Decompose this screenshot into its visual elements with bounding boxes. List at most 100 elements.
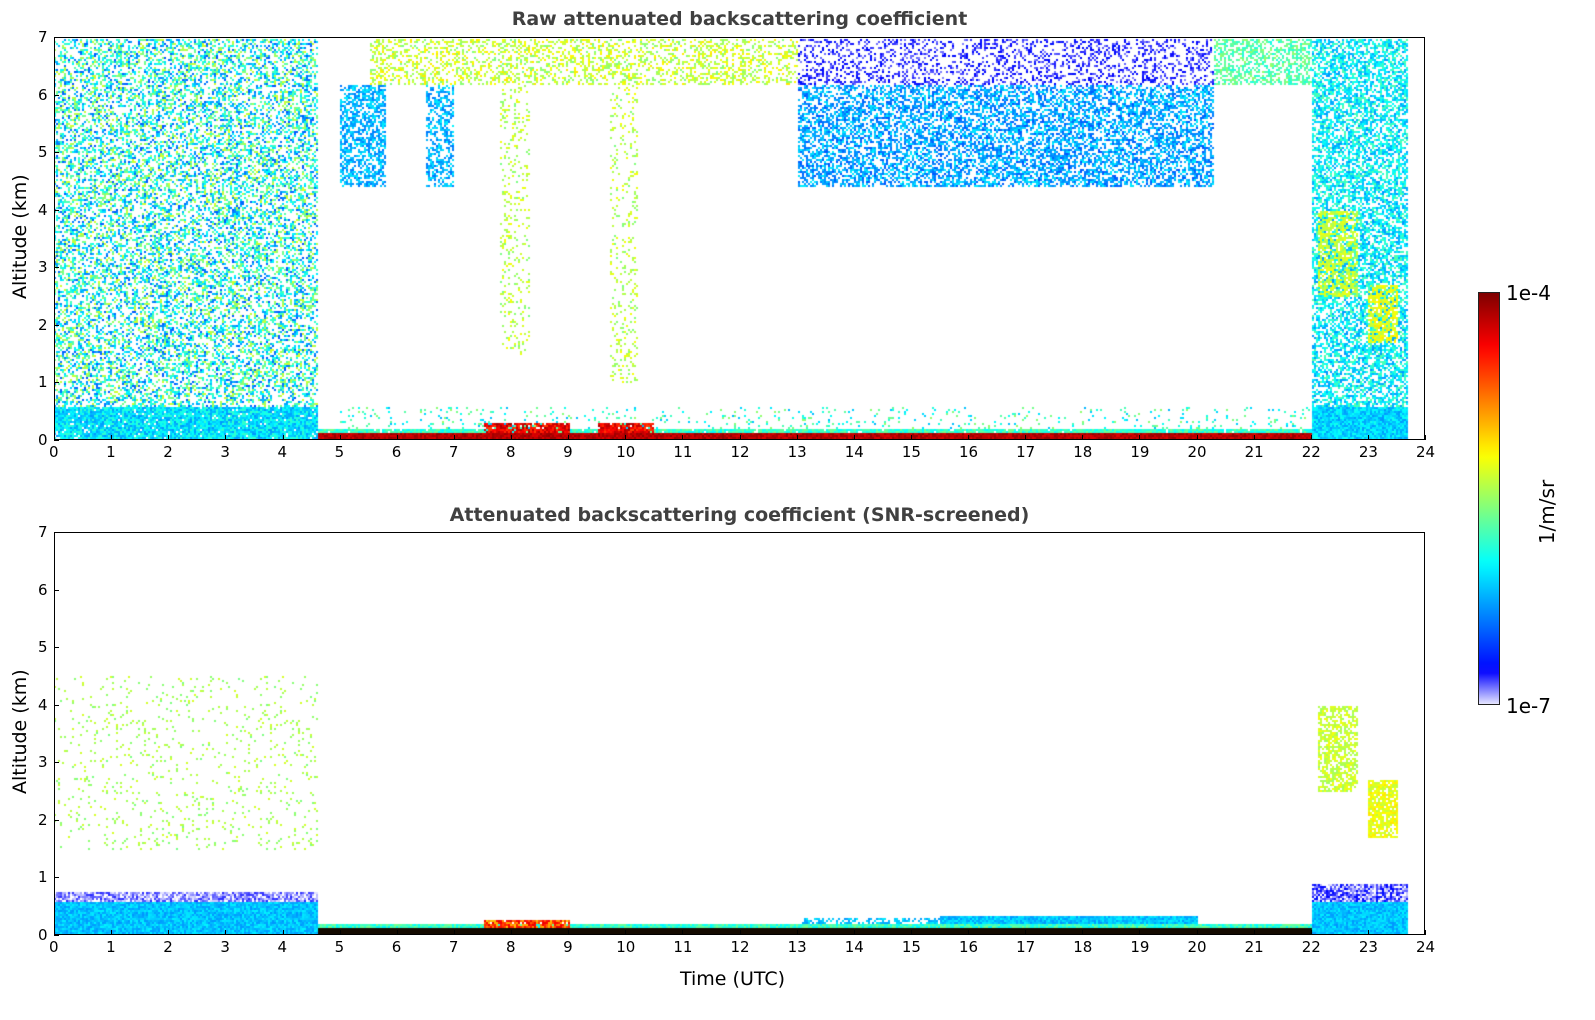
y-tick-mark (54, 37, 59, 38)
x-tick-mark (111, 435, 113, 440)
y-tick-label: 4 (38, 200, 48, 219)
x-tick-mark (625, 435, 627, 440)
y-tick-label: 0 (38, 926, 48, 944)
x-tick-mark (1253, 930, 1255, 935)
x-tick-label: 20 (1187, 443, 1207, 461)
x-tick-mark (910, 930, 912, 935)
bottom-y-axis-label: Altitude (km) (9, 669, 31, 794)
x-tick-mark (225, 930, 227, 935)
y-tick-label: 3 (38, 753, 48, 772)
x-tick-label: 11 (673, 443, 693, 461)
x-tick-mark (168, 930, 170, 935)
x-tick-label: 24 (1416, 443, 1436, 461)
x-tick-label: 2 (163, 443, 173, 461)
x-tick-mark (511, 930, 512, 935)
x-tick-label: 17 (1016, 443, 1036, 461)
x-tick-label: 0 (49, 938, 59, 956)
y-tick-label: 6 (38, 580, 48, 599)
x-tick-label: 18 (1073, 443, 1093, 461)
colorbar-unit-label: 1/m/sr (1535, 479, 1560, 545)
x-tick-mark (339, 930, 341, 935)
x-tick-mark (1425, 435, 1426, 440)
x-tick-label: 14 (844, 443, 864, 461)
x-tick-label: 15 (901, 938, 921, 956)
top-chart-title: Raw attenuated backscattering coefficien… (511, 8, 968, 30)
x-tick-mark (282, 435, 284, 440)
x-tick-mark (910, 435, 912, 440)
bottom-x-axis-label: Time (UTC) (680, 968, 786, 990)
x-tick-label: 22 (1301, 938, 1321, 956)
x-tick-mark (111, 930, 113, 935)
y-tick-label: 3 (38, 258, 48, 277)
x-tick-label: 22 (1301, 443, 1321, 461)
y-tick-label: 7 (38, 523, 48, 541)
x-tick-label: 7 (448, 443, 459, 461)
y-tick-label: 2 (38, 810, 48, 829)
x-tick-label: 9 (563, 443, 573, 461)
x-tick-mark (1139, 930, 1141, 935)
y-tick-label: 2 (38, 315, 48, 334)
x-tick-mark (54, 435, 55, 440)
x-tick-mark (739, 930, 741, 935)
y-tick-mark (54, 324, 59, 326)
x-tick-label: 12 (730, 938, 750, 956)
y-tick-mark (54, 209, 59, 211)
y-tick-label: 4 (38, 695, 48, 714)
y-tick-mark (54, 877, 59, 879)
x-tick-label: 5 (334, 443, 345, 461)
bottom-chart-title: Attenuated backscattering coefficient (S… (449, 504, 1030, 526)
x-tick-label: 16 (959, 938, 979, 956)
x-tick-label: 1 (106, 938, 116, 956)
x-tick-label: 17 (1016, 938, 1036, 956)
x-tick-mark (1367, 435, 1369, 440)
x-tick-mark (453, 930, 455, 935)
x-tick-label: 0 (49, 443, 59, 461)
y-tick-label: 1 (38, 868, 48, 887)
x-tick-label: 21 (1244, 443, 1264, 461)
top-plot-frame (54, 37, 1425, 440)
y-tick-mark (54, 762, 59, 764)
x-tick-label: 6 (391, 443, 402, 461)
x-tick-label: 6 (391, 938, 402, 956)
x-tick-label: 19 (1130, 443, 1150, 461)
x-tick-mark (682, 930, 684, 935)
x-tick-label: 13 (787, 443, 807, 461)
x-tick-label: 1 (106, 443, 116, 461)
x-tick-mark (168, 435, 170, 440)
y-tick-label: 5 (38, 638, 48, 657)
x-tick-label: 23 (1358, 938, 1378, 956)
x-tick-mark (1196, 435, 1198, 440)
x-tick-label: 13 (787, 938, 807, 956)
bottom-plot-frame (54, 532, 1425, 935)
x-tick-label: 20 (1187, 938, 1207, 956)
x-tick-mark (1139, 435, 1141, 440)
x-tick-mark (739, 435, 741, 440)
x-tick-label: 4 (277, 443, 288, 461)
x-tick-label: 23 (1358, 443, 1378, 461)
x-tick-label: 18 (1073, 938, 1093, 956)
y-tick-label: 1 (38, 373, 48, 392)
x-tick-label: 10 (616, 938, 636, 956)
x-tick-mark (853, 435, 855, 440)
x-tick-label: 19 (1130, 938, 1150, 956)
colorbar-min-label: 1e-7 (1506, 694, 1551, 718)
y-tick-mark (54, 267, 59, 269)
y-tick-mark (54, 647, 59, 649)
x-tick-label: 15 (901, 443, 921, 461)
x-tick-mark (1082, 930, 1084, 935)
y-tick-mark (54, 935, 59, 936)
y-tick-mark (54, 382, 59, 384)
x-tick-label: 16 (959, 443, 979, 461)
x-tick-mark (1310, 435, 1312, 440)
x-tick-label: 24 (1416, 938, 1436, 956)
y-tick-label: 0 (38, 431, 48, 449)
x-tick-mark (1082, 435, 1084, 440)
top-heatmap (54, 37, 1425, 440)
x-tick-mark (1367, 930, 1369, 935)
x-tick-mark (1025, 435, 1027, 440)
x-tick-mark (453, 435, 455, 440)
x-tick-mark (1253, 435, 1255, 440)
y-tick-mark (54, 440, 59, 441)
x-tick-label: 8 (506, 938, 516, 956)
x-tick-label: 7 (448, 938, 459, 956)
